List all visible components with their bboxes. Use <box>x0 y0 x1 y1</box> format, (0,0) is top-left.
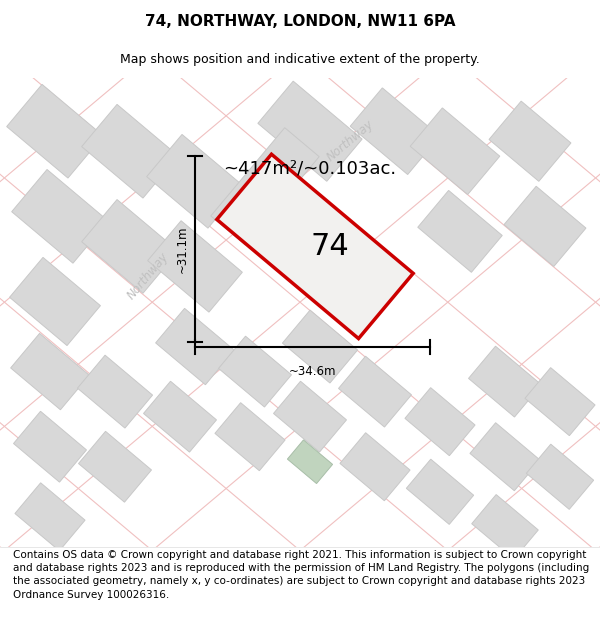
Polygon shape <box>10 258 100 346</box>
Polygon shape <box>11 169 109 263</box>
Polygon shape <box>469 346 541 417</box>
Polygon shape <box>82 199 178 293</box>
Polygon shape <box>77 355 152 428</box>
Polygon shape <box>82 104 178 198</box>
Polygon shape <box>472 494 538 559</box>
Polygon shape <box>258 81 362 181</box>
Text: Northway: Northway <box>324 118 376 164</box>
Text: 74: 74 <box>311 232 349 261</box>
Text: ~417m²/~0.103ac.: ~417m²/~0.103ac. <box>223 159 397 177</box>
Polygon shape <box>274 381 346 452</box>
Polygon shape <box>406 459 473 524</box>
Polygon shape <box>470 422 540 491</box>
Polygon shape <box>14 411 86 482</box>
Text: Northway: Northway <box>125 251 171 302</box>
Polygon shape <box>79 431 151 502</box>
Polygon shape <box>526 444 593 509</box>
Polygon shape <box>489 101 571 181</box>
Polygon shape <box>405 388 475 456</box>
Text: 74, NORTHWAY, LONDON, NW11 6PA: 74, NORTHWAY, LONDON, NW11 6PA <box>145 14 455 29</box>
Polygon shape <box>283 310 358 383</box>
Polygon shape <box>287 440 332 484</box>
Polygon shape <box>340 432 410 501</box>
Polygon shape <box>350 88 440 174</box>
Text: Contains OS data © Crown copyright and database right 2021. This information is : Contains OS data © Crown copyright and d… <box>13 550 589 599</box>
Polygon shape <box>143 381 217 452</box>
Polygon shape <box>338 356 412 427</box>
Polygon shape <box>146 134 244 228</box>
Polygon shape <box>7 84 103 178</box>
Text: ~34.6m: ~34.6m <box>289 364 336 378</box>
Polygon shape <box>525 368 595 436</box>
Text: Map shows position and indicative extent of the property.: Map shows position and indicative extent… <box>120 53 480 66</box>
Polygon shape <box>218 336 292 407</box>
Polygon shape <box>211 127 319 245</box>
Polygon shape <box>215 402 285 471</box>
Polygon shape <box>504 186 586 266</box>
Text: ~31.1m: ~31.1m <box>176 225 188 272</box>
Polygon shape <box>410 108 500 194</box>
Polygon shape <box>155 308 235 385</box>
Polygon shape <box>418 191 502 272</box>
Polygon shape <box>15 482 85 551</box>
Polygon shape <box>11 333 89 410</box>
Polygon shape <box>217 154 413 339</box>
Polygon shape <box>148 221 242 312</box>
